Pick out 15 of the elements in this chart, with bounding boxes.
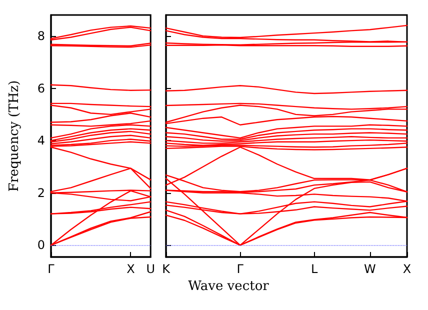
y-tick-label: 2 (37, 186, 45, 200)
x-tick-label: X (126, 262, 135, 276)
x-axis-title: Wave vector (188, 278, 270, 294)
y-tick-label: 8 (37, 28, 45, 43)
x-tick-label: W (364, 262, 376, 276)
x-tick-label: Γ (48, 262, 55, 276)
x-tick-label: K (162, 262, 172, 276)
x-tick-label: X (402, 262, 412, 276)
y-tick-label: 4 (37, 134, 45, 148)
y-tick-label: 0 (37, 238, 45, 252)
x-tick-label: L (310, 262, 318, 276)
y-axis-title: Frequency (THz) (7, 80, 22, 192)
x-tick-label: Γ (236, 262, 244, 276)
y-tick-label: 6 (37, 81, 45, 96)
x-tick-label: U (146, 262, 156, 276)
